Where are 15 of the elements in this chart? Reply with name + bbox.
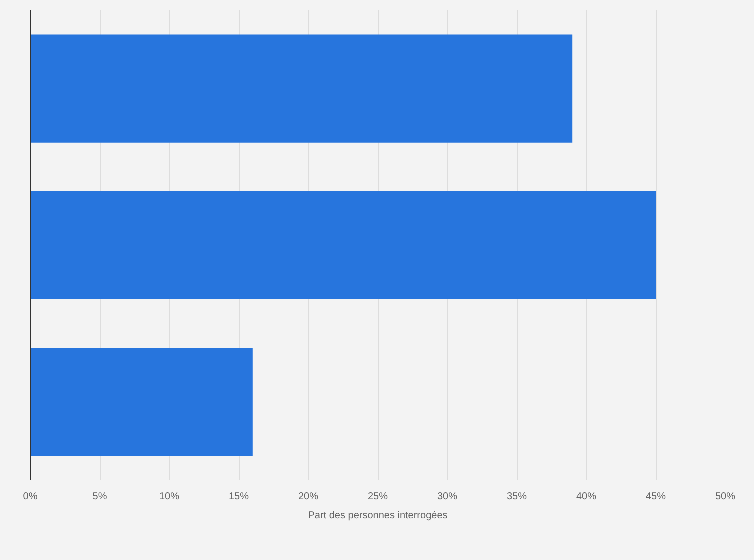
x-tick-label: 35% xyxy=(506,492,528,502)
x-tick-label: 5% xyxy=(92,492,108,502)
bar xyxy=(30,348,253,456)
x-tick-label: 25% xyxy=(368,492,388,502)
x-tick-label: 45% xyxy=(646,492,666,502)
x-tick-label: 50% xyxy=(715,492,736,502)
bar xyxy=(30,191,656,300)
x-axis-title: Part des personnes interrogées xyxy=(308,510,448,522)
x-tick-label: 30% xyxy=(437,492,458,502)
bar xyxy=(30,34,573,143)
x-tick-label: 10% xyxy=(159,492,180,502)
x-tick-label: 15% xyxy=(228,492,250,502)
x-tick-label: 0% xyxy=(23,492,38,502)
x-tick-label: 20% xyxy=(298,492,319,502)
x-tick-label: 40% xyxy=(576,492,597,502)
